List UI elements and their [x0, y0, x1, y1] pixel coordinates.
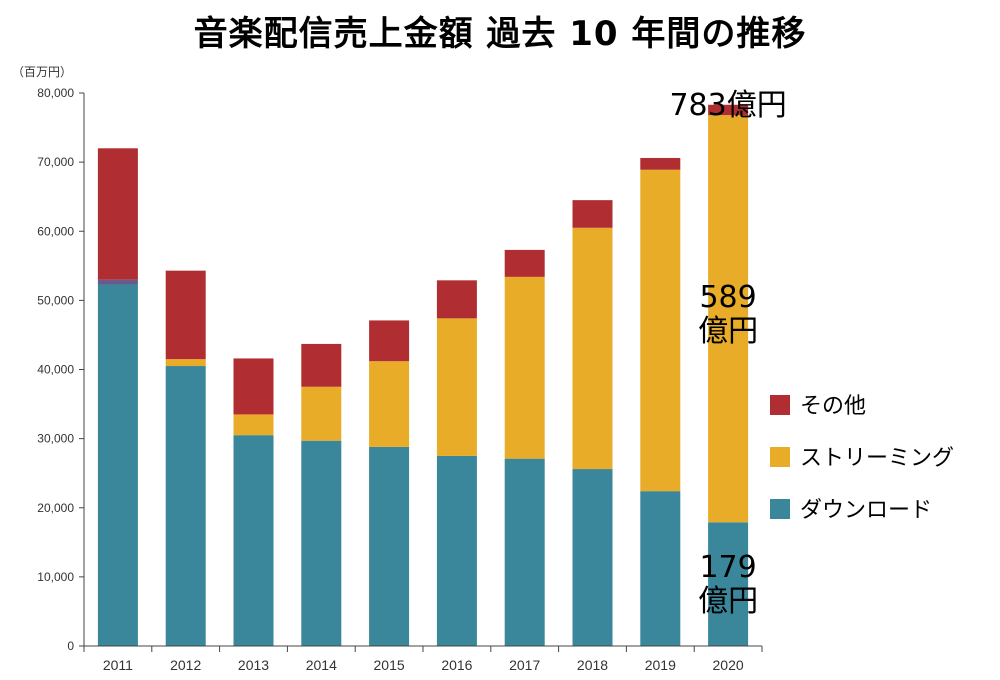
bar-2011-series-3 [97, 148, 138, 280]
bar-2019-series-0 [640, 491, 681, 646]
x-tick-label: 2017 [509, 657, 540, 673]
axes-group: 0 10,000 20,000 30,000 40,000 50,000 60,000 70,… [37, 86, 763, 673]
y-unit-label: （百万円） [12, 65, 72, 79]
bar-2012-series-3 [165, 270, 206, 360]
x-tick-label: 2011 [103, 657, 133, 673]
bar-2018-series-0 [572, 469, 613, 646]
legend-swatch-2 [770, 499, 790, 519]
bar-2015-series-3 [369, 320, 410, 362]
bar-2016-series-3 [436, 280, 477, 319]
y-tick-label: 80,000 [37, 86, 74, 100]
bar-2014-series-3 [301, 343, 342, 387]
x-tick-label: 2016 [441, 657, 472, 673]
bar-2014-series-2 [301, 386, 342, 441]
bar-2013-series-0 [233, 435, 274, 646]
bar-2011-series-1 [97, 279, 138, 285]
bar-2018-series-3 [572, 200, 613, 228]
legend-swatch-1 [770, 447, 790, 467]
bar-2017-series-3 [504, 249, 545, 277]
annotation-1-line-0: 589 [699, 280, 756, 315]
bar-2019-series-2 [640, 169, 681, 492]
y-tick-label: 40,000 [37, 363, 74, 377]
legend-swatch-0 [770, 395, 790, 415]
annotation-1-line-1: 億円 [698, 314, 758, 349]
bar-2011-series-0 [97, 284, 138, 646]
x-tick-label: 2012 [170, 657, 201, 673]
bar-2012-series-0 [165, 366, 206, 646]
x-tick-label: 2019 [645, 657, 676, 673]
y-tick-label: 10,000 [37, 570, 74, 584]
y-tick-label: 0 [67, 639, 74, 653]
y-tick-label: 70,000 [37, 155, 74, 169]
legend-label-2: ダウンロード [800, 498, 932, 523]
y-tick-label: 20,000 [37, 501, 74, 515]
bar-2020-series-2 [708, 115, 749, 523]
y-tick-label: 30,000 [37, 432, 74, 446]
legend-label-1: ストリーミング [800, 446, 954, 471]
x-tick-label: 2015 [374, 657, 405, 673]
annotation-0-line-0: 783億円 [669, 88, 786, 123]
bar-2019-series-3 [640, 157, 681, 170]
bar-2013-series-3 [233, 358, 274, 415]
annotation-2-line-0: 179 [699, 550, 756, 585]
x-tick-label: 2013 [238, 657, 269, 673]
bar-2018-series-2 [572, 227, 613, 470]
bar-2020-series-3 [708, 104, 749, 116]
bar-2012-series-2 [165, 359, 206, 367]
bar-2016-series-2 [436, 318, 477, 456]
chart-title: 音楽配信売上金額 過去 10 年間の推移 [193, 14, 807, 54]
x-tick-label: 2014 [306, 657, 337, 673]
bar-2017-series-0 [504, 458, 545, 646]
bar-2015-series-0 [369, 446, 410, 646]
x-tick-label: 2018 [577, 657, 608, 673]
legend-label-0: その他 [800, 394, 866, 419]
bar-2013-series-2 [233, 414, 274, 436]
bar-2020-series-0 [708, 522, 749, 646]
y-tick-label: 60,000 [37, 224, 74, 238]
x-tick-label: 2020 [713, 657, 744, 673]
bar-2015-series-2 [369, 361, 410, 447]
bars-group [97, 104, 749, 646]
bar-2016-series-0 [436, 455, 477, 646]
bar-2017-series-2 [504, 276, 545, 459]
bar-2014-series-0 [301, 440, 342, 646]
y-tick-label: 50,000 [37, 293, 74, 307]
annotation-2-line-1: 億円 [698, 584, 758, 619]
